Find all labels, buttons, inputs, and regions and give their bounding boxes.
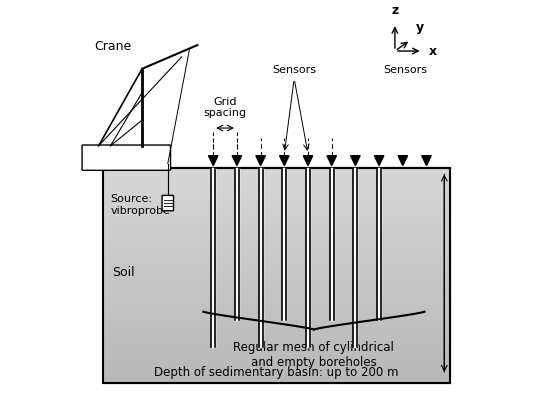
Bar	[103, 221, 450, 225]
Bar	[103, 171, 450, 175]
Bar	[103, 275, 450, 279]
Text: Depth of sedimentary basin: up to 200 m: Depth of sedimentary basin: up to 200 m	[154, 366, 398, 380]
Bar	[103, 372, 450, 376]
Bar	[103, 210, 450, 214]
Text: Grid
spacing: Grid spacing	[204, 96, 246, 118]
Bar	[103, 235, 450, 239]
Text: y: y	[416, 21, 424, 34]
Polygon shape	[280, 156, 289, 166]
Text: x: x	[429, 44, 437, 58]
Bar	[103, 200, 450, 204]
Bar	[103, 257, 450, 261]
Bar	[103, 379, 450, 383]
Text: Sensors: Sensors	[272, 65, 316, 75]
Bar	[103, 207, 450, 210]
Bar	[103, 368, 450, 372]
Bar	[103, 253, 450, 257]
Bar	[103, 346, 450, 350]
Bar	[103, 339, 450, 343]
Bar	[103, 168, 450, 383]
Bar	[103, 350, 450, 354]
Bar	[103, 343, 450, 347]
Bar	[103, 203, 450, 207]
Bar	[103, 182, 450, 186]
Bar	[103, 357, 450, 361]
Bar	[103, 364, 450, 368]
Bar	[103, 293, 450, 297]
Bar	[103, 304, 450, 308]
Bar	[103, 217, 450, 221]
Polygon shape	[232, 156, 242, 166]
Bar	[103, 336, 450, 340]
Bar	[103, 361, 450, 365]
Polygon shape	[303, 156, 313, 166]
Bar	[103, 260, 450, 264]
Bar	[103, 268, 450, 272]
Bar	[103, 271, 450, 275]
Bar	[103, 232, 450, 236]
Bar	[103, 289, 450, 293]
Bar	[103, 328, 450, 332]
Bar	[103, 314, 450, 318]
Bar	[103, 250, 450, 254]
Text: Crane: Crane	[95, 40, 132, 53]
Text: Source:
vibroprobe: Source: vibroprobe	[111, 194, 170, 216]
Text: Regular mesh of cylindrical
and empty boreholes: Regular mesh of cylindrical and empty bo…	[234, 341, 394, 369]
Bar	[103, 307, 450, 311]
Bar	[103, 192, 450, 196]
Bar	[103, 318, 450, 322]
Text: Sensors: Sensors	[383, 65, 427, 75]
Bar	[103, 332, 450, 336]
Bar	[103, 278, 450, 282]
Polygon shape	[398, 156, 408, 166]
Bar	[103, 375, 450, 379]
Bar	[103, 196, 450, 200]
Polygon shape	[351, 156, 360, 166]
Bar	[103, 178, 450, 182]
Text: z: z	[391, 4, 398, 18]
Bar	[103, 174, 450, 178]
Polygon shape	[422, 156, 431, 166]
Bar	[103, 282, 450, 286]
Bar	[103, 300, 450, 304]
Bar	[103, 246, 450, 250]
Bar	[103, 286, 450, 290]
Bar	[103, 167, 450, 171]
Bar	[103, 296, 450, 300]
Bar	[103, 185, 450, 189]
Bar	[103, 214, 450, 218]
Bar	[103, 242, 450, 246]
Bar	[103, 311, 450, 315]
Polygon shape	[327, 156, 337, 166]
Bar	[103, 264, 450, 268]
Bar	[103, 354, 450, 358]
Polygon shape	[208, 156, 218, 166]
Text: Soil: Soil	[112, 266, 135, 279]
Bar	[103, 189, 450, 193]
Bar	[103, 224, 450, 228]
FancyBboxPatch shape	[162, 195, 173, 211]
Polygon shape	[374, 156, 384, 166]
Polygon shape	[256, 156, 265, 166]
Bar	[103, 239, 450, 243]
Bar	[103, 322, 450, 326]
Bar	[103, 325, 450, 329]
Bar	[103, 228, 450, 232]
FancyBboxPatch shape	[82, 145, 171, 170]
